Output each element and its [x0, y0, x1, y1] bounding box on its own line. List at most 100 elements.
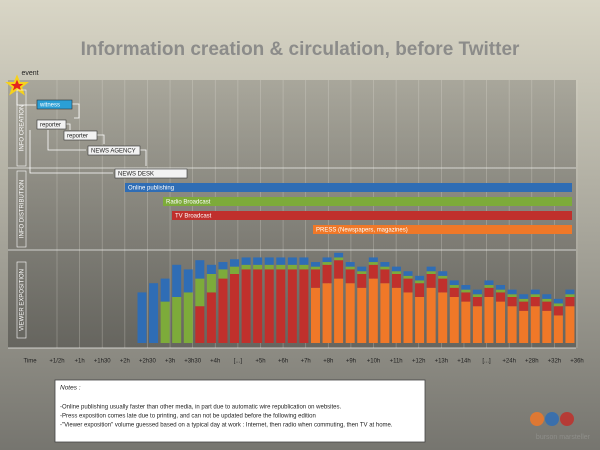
distribution-label: PRESS (Newspapers, magazines) — [316, 228, 408, 234]
exposition-bar — [276, 257, 286, 265]
exposition-bar — [380, 262, 390, 267]
exposition-bar — [264, 257, 274, 265]
time-label: +6h — [278, 359, 288, 365]
exposition-bar — [241, 257, 251, 265]
exposition-bar — [357, 274, 367, 288]
exposition-bar — [334, 260, 344, 279]
actor-box — [87, 145, 141, 156]
exposition-bar — [519, 301, 529, 311]
exposition-bar — [195, 260, 205, 279]
exposition-bar — [276, 269, 286, 343]
exposition-bar — [241, 269, 251, 343]
section-label: VIEWER EXPOSITION — [20, 269, 26, 331]
exposition-bar — [334, 257, 344, 261]
exposition-bar — [403, 278, 413, 293]
distribution-bar — [125, 183, 572, 192]
exposition-bar — [310, 287, 320, 343]
exposition-bar — [565, 297, 575, 307]
exposition-bar — [415, 280, 425, 284]
logo-text: burson marsteller — [536, 434, 591, 441]
exposition-bar — [230, 259, 240, 267]
note-line: -Online publishing usually faster than o… — [60, 405, 341, 411]
exposition-bar — [507, 294, 517, 297]
event-label: event — [21, 70, 38, 77]
time-label: +12h — [412, 359, 426, 365]
exposition-bar — [565, 294, 575, 297]
connectors — [16, 93, 147, 174]
exposition-bar — [368, 278, 378, 343]
exposition-bar — [519, 298, 529, 302]
logo-dot — [530, 412, 544, 426]
exposition-bar — [519, 310, 529, 343]
exposition-bar — [461, 301, 471, 343]
logo-dot — [560, 412, 574, 426]
exposition-bar — [160, 301, 170, 343]
distribution-bar — [172, 211, 572, 220]
exposition-bar — [218, 269, 228, 279]
exposition-bar — [322, 264, 332, 284]
exposition-bar — [496, 285, 506, 290]
exposition-bar — [334, 252, 344, 258]
time-label: +1h — [75, 359, 85, 365]
exposition-bar — [380, 266, 390, 270]
time-label: +28h — [525, 359, 539, 365]
exposition-bar — [449, 287, 459, 297]
exposition-bar — [472, 289, 482, 295]
time-label: Time — [23, 359, 37, 365]
exposition-bar — [472, 297, 482, 307]
exposition-bar — [403, 292, 413, 343]
exposition-bar — [415, 297, 425, 343]
exposition-bar — [553, 315, 563, 343]
time-label: +24h — [502, 359, 516, 365]
section-frame — [16, 170, 27, 248]
exposition-bar — [357, 271, 367, 274]
exposition-bar — [160, 278, 170, 302]
distribution-bar — [313, 225, 572, 234]
time-label: +36h — [570, 359, 584, 365]
exposition-bar — [553, 298, 563, 304]
exposition-bar — [357, 287, 367, 343]
time-label: +8h — [323, 359, 333, 365]
exposition-bar — [380, 283, 390, 343]
exposition-bar — [530, 306, 540, 343]
exposition-bar — [391, 271, 401, 274]
actor-box — [36, 99, 73, 110]
exposition-bar — [299, 269, 309, 343]
exposition-bar — [391, 266, 401, 272]
time-label: +2h30 — [139, 359, 157, 365]
event-star — [5, 74, 29, 96]
exposition-bar — [496, 289, 506, 293]
time-label: +2h — [120, 359, 130, 365]
exposition-bar — [253, 257, 263, 265]
exposition-bar — [253, 269, 263, 343]
exposition-bar — [322, 257, 332, 263]
exposition-bar — [553, 306, 563, 316]
exposition-bar — [345, 269, 355, 284]
separators — [8, 167, 576, 349]
section-frame — [16, 261, 27, 339]
exposition-bar — [461, 285, 471, 290]
exposition-bar — [206, 274, 216, 293]
exposition-bar — [276, 264, 286, 270]
exposition-bar — [368, 262, 378, 265]
exposition-bar — [542, 310, 552, 343]
exposition-bar — [484, 285, 494, 288]
time-label: +14h — [457, 359, 471, 365]
exposition-bar — [345, 262, 355, 267]
exposition-bar — [345, 283, 355, 343]
time-label: +3h — [165, 359, 175, 365]
exposition-bar — [264, 264, 274, 270]
time-label: +4h — [210, 359, 220, 365]
actor-box — [63, 130, 98, 141]
exposition-bar — [496, 301, 506, 343]
exposition-bar — [322, 262, 332, 265]
actor-label: reporter — [67, 134, 88, 140]
distribution-label: Online publishing — [128, 186, 174, 192]
actor-label: NEWS DESK — [118, 172, 154, 178]
exposition-bar — [496, 292, 506, 302]
distribution-bar — [163, 197, 572, 206]
exposition-bar — [391, 287, 401, 343]
exposition-bar — [449, 297, 459, 343]
exposition-bar — [241, 264, 251, 270]
time-label: [...] — [482, 359, 491, 365]
